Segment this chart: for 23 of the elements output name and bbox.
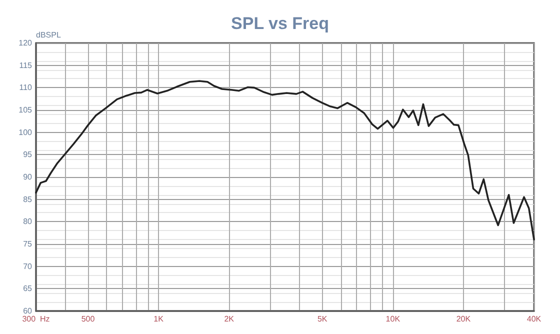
x-tick-label: 10K xyxy=(386,314,401,324)
y-tick-label: 60 xyxy=(23,306,33,316)
x-tick-label: 40K xyxy=(526,314,542,324)
y-tick-label: 115 xyxy=(19,60,33,70)
y-tick-label: 110 xyxy=(19,83,33,92)
y-axis-title: dBSPL xyxy=(36,30,62,40)
y-tick-label: 120 xyxy=(18,38,33,48)
y-tick-label: 105 xyxy=(18,106,33,114)
x-tick-label: 2K xyxy=(224,314,235,324)
y-tick-label: 80 xyxy=(23,217,33,226)
x-tick-label: 500 xyxy=(81,314,96,324)
y-tick-label: 85 xyxy=(23,194,33,204)
y-tick-label: 70 xyxy=(23,262,33,271)
y-tick-label: 100 xyxy=(18,128,33,137)
x-tick-label: 20K xyxy=(456,314,472,324)
x-tick-label: 5K xyxy=(317,314,328,324)
y-tick-label: 95 xyxy=(23,150,33,160)
y-tick-label: 90 xyxy=(23,172,33,182)
x-tick-label: 1K xyxy=(154,314,164,324)
y-tick-label: 65 xyxy=(23,284,33,294)
chart-title: SPL vs Freq xyxy=(231,14,329,33)
y-tick-label: 75 xyxy=(23,240,33,248)
x-tick-label: 300 Hz xyxy=(22,314,50,324)
